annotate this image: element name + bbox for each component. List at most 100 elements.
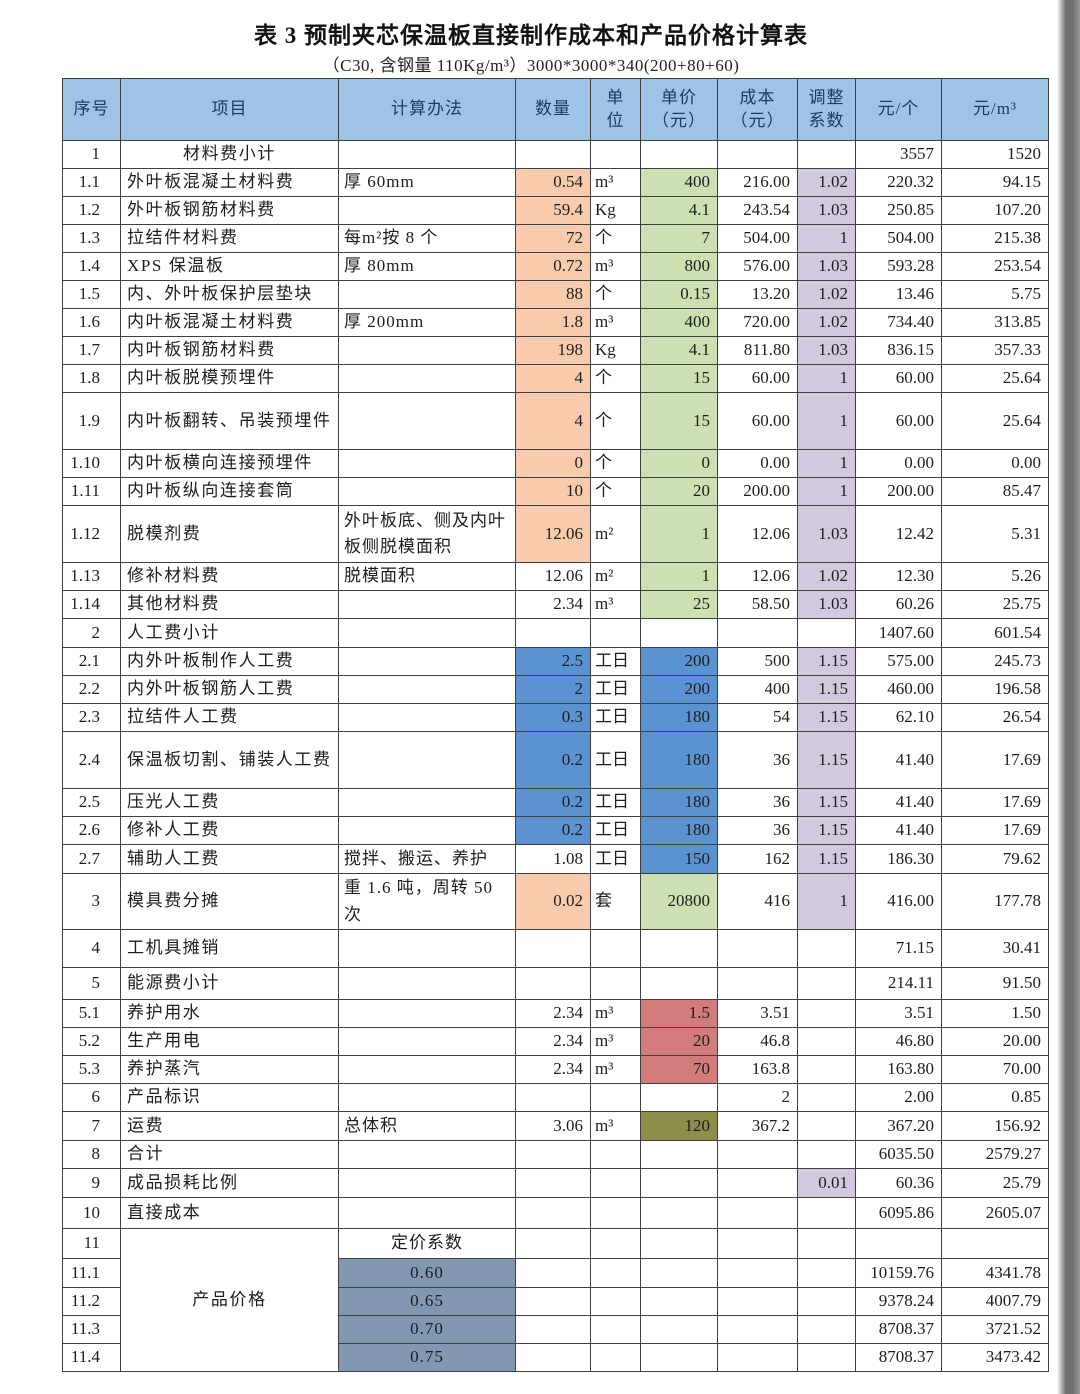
cell-method bbox=[338, 788, 516, 817]
cell-per_piece: 9378.24 bbox=[855, 1287, 942, 1316]
cell-price: 400 bbox=[640, 168, 718, 197]
cell-per_piece: 220.32 bbox=[855, 168, 942, 197]
cell-method bbox=[338, 675, 516, 704]
cell-no: 1.14 bbox=[62, 590, 121, 619]
cell-unit bbox=[590, 1258, 641, 1288]
cell-no: 2.6 bbox=[62, 816, 121, 845]
cell-cost: 162 bbox=[717, 844, 798, 874]
table-row-4: 4 工机具摊销 71.15 30.41 bbox=[62, 929, 1049, 968]
cell-per_m3: 94.15 bbox=[941, 168, 1049, 197]
cell-method bbox=[338, 392, 516, 450]
cell-per_piece: 60.00 bbox=[855, 392, 942, 450]
cell-qty bbox=[515, 929, 591, 968]
cell-method bbox=[338, 336, 516, 365]
cell-per_m3: 313.85 bbox=[941, 308, 1049, 337]
cell-price: 1 bbox=[640, 562, 718, 591]
column-header-price: 单价 （元） bbox=[640, 78, 718, 141]
cell-qty: 2.34 bbox=[515, 1027, 591, 1056]
cell-factor bbox=[797, 929, 856, 968]
cell-no: 5.1 bbox=[62, 999, 121, 1028]
cell-factor bbox=[797, 1258, 856, 1288]
cell-qty bbox=[515, 1228, 591, 1259]
cell-price bbox=[640, 1197, 718, 1229]
table-row-10: 10 直接成本 6095.86 2605.07 bbox=[62, 1197, 1049, 1229]
cell-cost bbox=[717, 1287, 798, 1316]
cell-item: 脱模剂费 bbox=[120, 505, 339, 563]
cell-method bbox=[338, 140, 516, 169]
cell-per_m3: 215.38 bbox=[941, 224, 1049, 253]
cell-unit: m³ bbox=[590, 1055, 641, 1084]
cell-qty: 198 bbox=[515, 336, 591, 365]
cell-per_m3: 30.41 bbox=[941, 929, 1049, 968]
cell-per_piece: 71.15 bbox=[855, 929, 942, 968]
cell-factor bbox=[797, 1197, 856, 1229]
cell-factor: 1.15 bbox=[797, 731, 856, 789]
cell-cost: 367.2 bbox=[717, 1111, 798, 1141]
cell-per_m3: 3721.52 bbox=[941, 1315, 1049, 1344]
cell-qty bbox=[515, 618, 591, 648]
cell-no: 8 bbox=[62, 1140, 121, 1169]
cell-no: 1.10 bbox=[62, 449, 121, 478]
cell-cost: 2 bbox=[717, 1083, 798, 1112]
cell-method bbox=[338, 929, 516, 968]
cell-qty: 4 bbox=[515, 392, 591, 450]
scrollbar[interactable] bbox=[1052, 0, 1080, 1394]
cell-unit bbox=[590, 1228, 641, 1259]
cell-unit: 个 bbox=[590, 449, 641, 478]
cell-qty bbox=[515, 1287, 591, 1316]
cell-item: 内外叶板制作人工费 bbox=[120, 647, 339, 676]
cell-qty: 4 bbox=[515, 364, 591, 393]
cell-method bbox=[338, 1055, 516, 1084]
cell-method bbox=[338, 967, 516, 1000]
cell-cost bbox=[717, 140, 798, 169]
cell-per_m3: 91.50 bbox=[941, 967, 1049, 1000]
cell-cost: 3.51 bbox=[717, 999, 798, 1028]
cell-unit: m³ bbox=[590, 308, 641, 337]
cell-cost: 576.00 bbox=[717, 252, 798, 281]
cell-per_piece: 60.36 bbox=[855, 1168, 942, 1198]
cell-price: 800 bbox=[640, 252, 718, 281]
cell-cost bbox=[717, 1315, 798, 1344]
cell-per_piece: 214.11 bbox=[855, 967, 942, 1000]
cell-method bbox=[338, 647, 516, 676]
cell-method: 厚 60mm bbox=[338, 168, 516, 197]
cell-item: 合计 bbox=[120, 1140, 339, 1169]
cell-no: 6 bbox=[62, 1083, 121, 1112]
cell-per_piece: 3.51 bbox=[855, 999, 942, 1028]
cell-unit: 工日 bbox=[590, 816, 641, 845]
cell-unit: 工日 bbox=[590, 703, 641, 732]
cell-qty: 3.06 bbox=[515, 1111, 591, 1141]
cell-per_piece: 504.00 bbox=[855, 224, 942, 253]
cell-item: 内叶板横向连接预埋件 bbox=[120, 449, 339, 478]
cell-item: 拉结件人工费 bbox=[120, 703, 339, 732]
cell-qty: 2 bbox=[515, 675, 591, 704]
cell-price: 0.15 bbox=[640, 280, 718, 309]
cell-price: 0 bbox=[640, 449, 718, 478]
table-row-6: 6 产品标识 2 2.00 0.85 bbox=[62, 1083, 1049, 1112]
cell-factor: 1.15 bbox=[797, 816, 856, 845]
cell-cost bbox=[717, 1228, 798, 1259]
cell-no: 1.13 bbox=[62, 562, 121, 591]
cell-method: 总体积 bbox=[338, 1111, 516, 1141]
cell-cost bbox=[717, 929, 798, 968]
cell-per_piece: 41.40 bbox=[855, 788, 942, 817]
cell-factor bbox=[797, 1343, 856, 1372]
cell-item: 内外叶板钢筋人工费 bbox=[120, 675, 339, 704]
cell-item: 产品价格 bbox=[120, 1228, 339, 1372]
cell-per_piece: 41.40 bbox=[855, 816, 942, 845]
cell-unit bbox=[590, 1168, 641, 1198]
cell-cost: 36 bbox=[717, 731, 798, 789]
table-row-1.13: 1.13 修补材料费 脱模面积 12.06 m² 1 12.06 1.02 12.30 5.26 bbox=[62, 562, 1049, 591]
cell-unit: 个 bbox=[590, 224, 641, 253]
cell-no: 1.7 bbox=[62, 336, 121, 365]
cell-item: 生产用电 bbox=[120, 1027, 339, 1056]
table-row-11.1: 11.1 0.60 10159.76 4341.78 bbox=[62, 1258, 1049, 1288]
cell-cost: 58.50 bbox=[717, 590, 798, 619]
cell-method bbox=[338, 999, 516, 1028]
table-row-1.5: 1.5 内、外叶板保护层垫块 88 个 0.15 13.20 1.02 13.46 5.75 bbox=[62, 280, 1049, 309]
cell-method: 搅拌、搬运、养护 bbox=[338, 844, 516, 874]
cell-item: 材料费小计 bbox=[120, 140, 339, 169]
cell-per_piece: 46.80 bbox=[855, 1027, 942, 1056]
cell-cost: 163.8 bbox=[717, 1055, 798, 1084]
